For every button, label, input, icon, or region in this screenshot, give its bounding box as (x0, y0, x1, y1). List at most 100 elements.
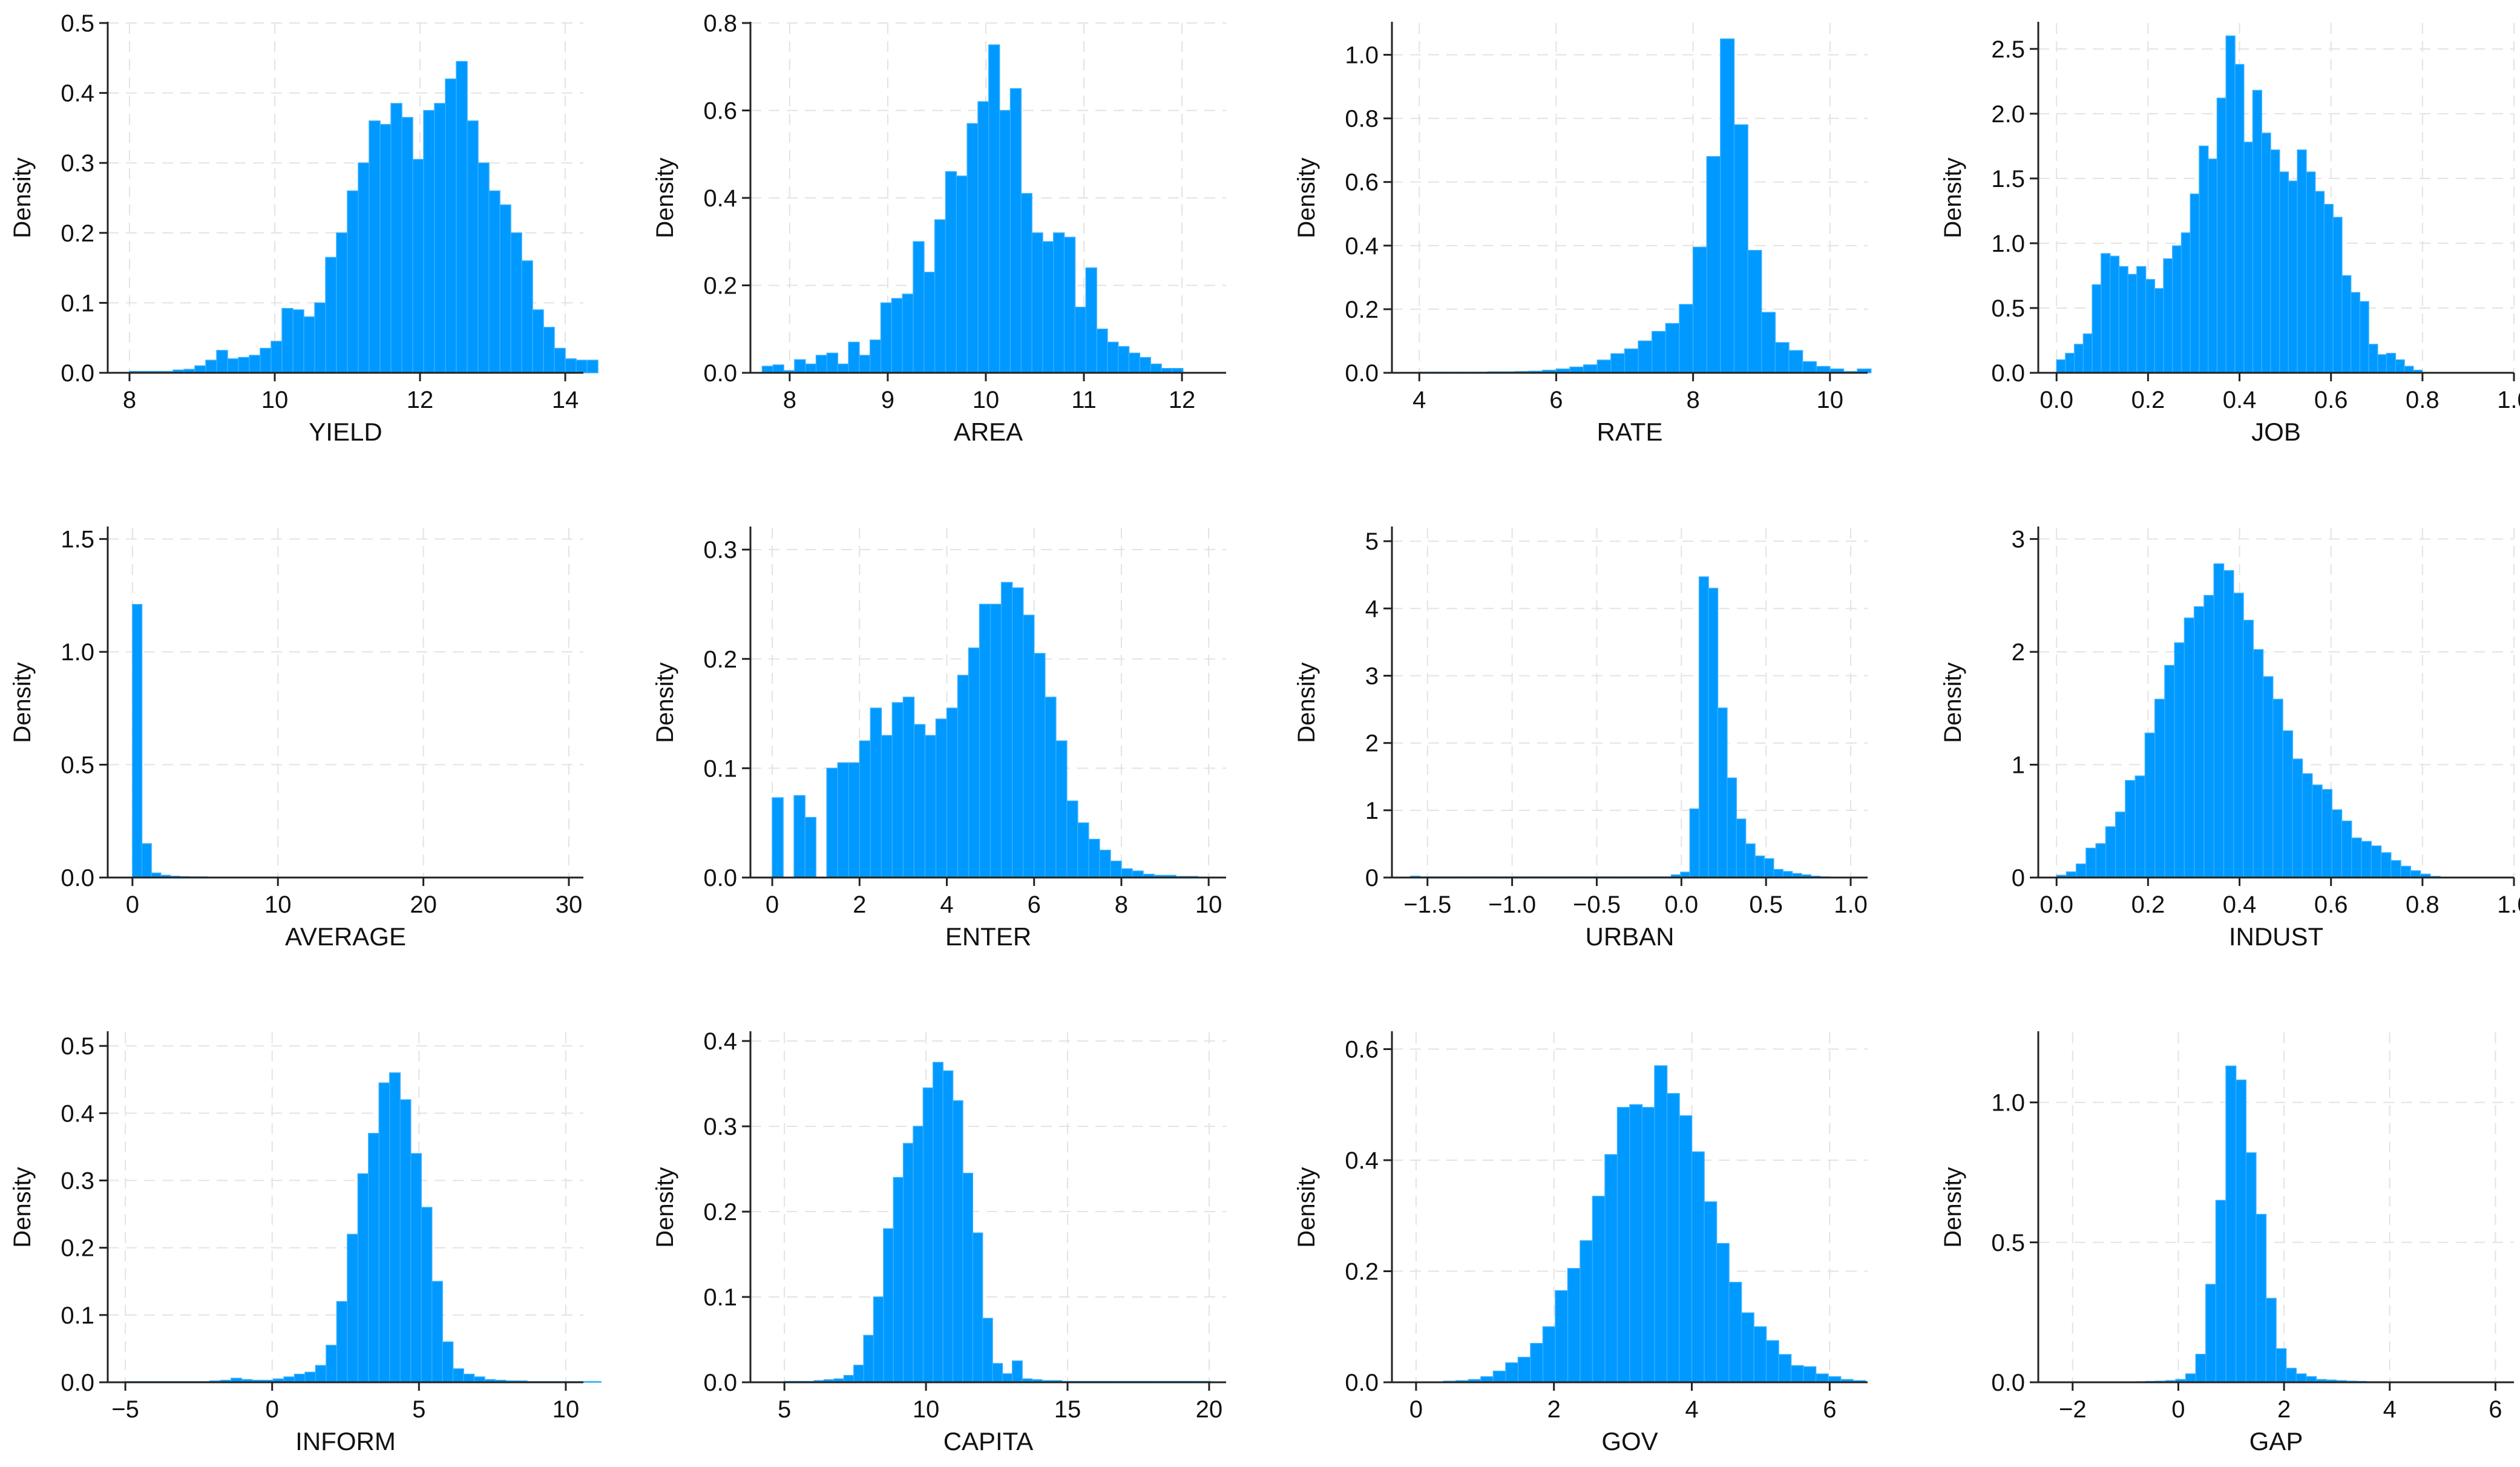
histogram-bar (260, 347, 272, 373)
histogram-bar (826, 767, 838, 878)
histogram-bar (1088, 839, 1100, 878)
histogram-bar (477, 162, 490, 373)
x-tick-label: 8 (1686, 387, 1699, 413)
x-tick-label: 8 (1115, 891, 1128, 918)
histogram-bar (2092, 284, 2102, 373)
y-tick-label: 5 (1365, 528, 1379, 555)
x-axis-title: RATE (1597, 418, 1663, 446)
histogram-bar (410, 1153, 422, 1383)
x-tick-label: 0.6 (2314, 387, 2348, 413)
x-tick-label: 0 (266, 1396, 279, 1423)
histogram-bar (913, 241, 925, 373)
histogram-bar (1596, 359, 1612, 373)
y-tick-label: 0.5 (61, 10, 94, 37)
histogram-bar (1085, 267, 1097, 373)
histogram-bar (554, 347, 566, 373)
histogram-bar (1788, 350, 1803, 373)
histogram-bar (883, 1228, 894, 1383)
histogram-bar (902, 1143, 914, 1383)
x-tick-label: 1.0 (2497, 387, 2520, 413)
histogram-bar (1616, 1107, 1630, 1383)
histogram-panel-gap: 0.0 0.5 1.0 −2 0 2 4 6 GAP Density (1940, 1031, 2514, 1456)
histogram-bar (423, 110, 435, 373)
histogram-bar (1074, 306, 1087, 373)
histogram-bar (2184, 617, 2195, 878)
x-tick-label: 0.2 (2131, 891, 2165, 918)
histogram-bar (1745, 843, 1756, 878)
histogram-bar (347, 1233, 359, 1383)
y-tick-label: 3 (1365, 663, 1379, 690)
y-tick-label: 0.1 (703, 1284, 737, 1311)
x-axis-title: GOV (1601, 1427, 1658, 1456)
histogram-bar (347, 190, 359, 373)
histogram-bar (205, 359, 217, 373)
histogram-bar (2082, 333, 2093, 373)
histogram-bar (2386, 353, 2397, 373)
histogram-bar (2203, 595, 2214, 878)
histogram-bar (1139, 356, 1151, 373)
histogram-bar (2400, 865, 2411, 878)
histogram-bar (1708, 588, 1719, 878)
histogram-bar (902, 697, 915, 878)
histogram-bar (989, 603, 1002, 878)
histogram-bar (2144, 732, 2156, 878)
histogram-bar (805, 363, 817, 373)
histogram-bar (1790, 1365, 1804, 1383)
x-tick-label: 20 (410, 891, 437, 918)
histogram-bar (1000, 582, 1013, 878)
histogram-bar (2297, 149, 2307, 373)
histogram-bar (1666, 1093, 1680, 1383)
histogram-bar (1610, 353, 1626, 373)
histogram-bar (543, 327, 555, 373)
histogram-bar (893, 1177, 904, 1383)
histogram-bar (2180, 232, 2191, 373)
histogram-bar (510, 232, 522, 373)
histogram-bar (488, 190, 500, 373)
y-tick-label: 4 (1365, 596, 1379, 622)
histogram-bar (1773, 868, 1783, 878)
histogram-bar (2256, 1213, 2267, 1383)
histogram-bar (913, 1126, 924, 1383)
histogram-panel-job: 0.0 0.5 1.0 1.5 2.0 2.5 0.0 0.2 0.4 0.6 0.8 1.0 JOB D… (1940, 22, 2520, 446)
histogram-bar (1747, 249, 1762, 373)
histogram-bar (2225, 1065, 2237, 1383)
histogram-bar (1652, 330, 1667, 373)
histogram-bar (2163, 258, 2173, 373)
histogram-panel-indust: 0 1 2 3 0.0 0.2 0.4 0.6 0.8 1.0 INDUST Density (1940, 527, 2520, 951)
histogram-bar (1053, 232, 1065, 373)
histogram-bar (1704, 1201, 1718, 1383)
histogram-bar (2225, 35, 2236, 373)
histogram-bar (2371, 845, 2382, 878)
y-tick-label: 0.3 (61, 1168, 94, 1195)
histogram-bar (1679, 304, 1694, 373)
x-tick-label: 10 (1817, 387, 1844, 413)
histogram-bar (1505, 1362, 1519, 1383)
histogram-bar (1764, 858, 1774, 878)
x-tick-label: 0.0 (2039, 387, 2073, 413)
histogram-bar (1665, 323, 1680, 373)
x-axis-title: ENTER (945, 922, 1031, 951)
histogram-bar (863, 1334, 874, 1383)
histogram-bar (2377, 354, 2387, 373)
y-axis-title: Density (1293, 662, 1320, 743)
histogram-bar (1629, 1104, 1643, 1383)
histogram-bar (271, 341, 283, 373)
histogram-bar (2216, 97, 2226, 373)
x-tick-label: 0 (126, 891, 139, 918)
x-tick-label: 9 (881, 387, 894, 413)
histogram-bar (1011, 587, 1024, 878)
y-tick-label: 0.5 (1991, 1230, 2025, 1256)
histogram-bar (934, 219, 947, 373)
y-tick-label: 0.1 (61, 290, 94, 317)
y-tick-label: 0.6 (1345, 169, 1379, 196)
y-tick-label: 1.0 (1345, 42, 1379, 69)
y-axis-title: Density (9, 1167, 36, 1247)
histogram-bar (1042, 241, 1054, 373)
x-tick-label: 0.2 (2131, 387, 2165, 413)
y-tick-label: 0.3 (703, 1114, 737, 1140)
histogram-bar (2073, 344, 2084, 373)
y-tick-label: 0.2 (703, 273, 737, 300)
histogram-bar (1530, 1343, 1544, 1383)
y-axis-title: Density (1293, 1167, 1320, 1247)
y-axis-title: Density (652, 1167, 678, 1247)
